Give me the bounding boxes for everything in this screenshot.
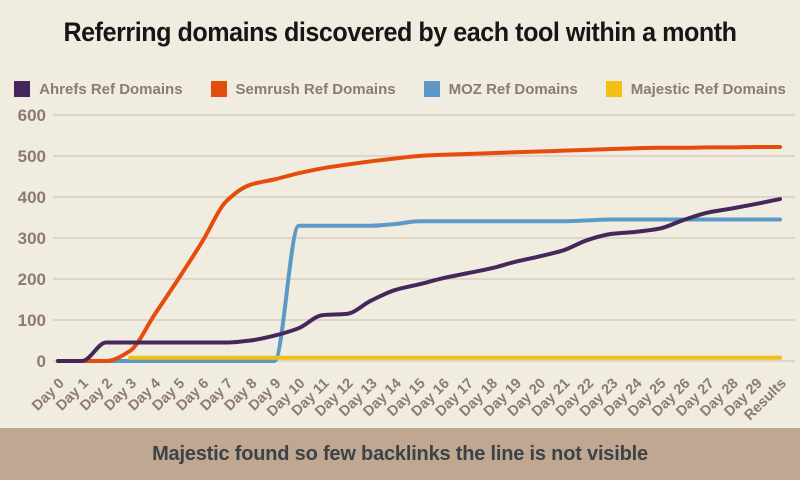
series-line-moz-ref-domains [56,217,782,363]
y-tick-label-400: 400 [18,188,46,207]
legend-item-semrush-ref-domains: Semrush Ref Domains [210,80,396,98]
legend-item-ahrefs-ref-domains: Ahrefs Ref Domains [14,80,183,98]
legend: Ahrefs Ref Domains Semrush Ref Domains MOZ… [0,76,800,102]
series-lines [56,144,782,363]
y-axis-labels: 0 100 200 300 400 500 600 [18,106,46,371]
legend-swatch-moz-ref-domains [423,81,440,97]
series-line-semrush-ref-domains [56,144,782,363]
y-tick-label-600: 600 [18,106,46,125]
y-tick-label-100: 100 [18,311,46,330]
legend-item-majestic-ref-domains: Majestic Ref Domains [605,80,786,98]
y-tick-label-200: 200 [18,270,46,289]
y-tick-label-500: 500 [18,147,46,166]
legend-label-moz-ref-domains: MOZ Ref Domains [448,80,578,98]
banner-text: Majestic found so few backlinks the line… [152,442,648,465]
footer-banner: Majestic found so few backlinks the line… [0,428,800,480]
legend-label-ahrefs-ref-domains: Ahrefs Ref Domains [39,80,183,98]
legend-item-moz-ref-domains: MOZ Ref Domains [423,80,578,98]
legend-swatch-semrush-ref-domains [210,81,227,97]
legend-swatch-ahrefs-ref-domains [14,81,31,97]
legend-swatch-majestic-ref-domains [605,81,622,97]
legend-label-majestic-ref-domains: Majestic Ref Domains [630,80,786,98]
legend-label-semrush-ref-domains: Semrush Ref Domains [235,80,396,98]
series-line-ahrefs-ref-domains [56,197,782,363]
chart-title: Referring domains discovered by each too… [63,16,737,47]
gridlines [53,114,795,362]
y-tick-label-300: 300 [18,229,46,248]
y-tick-label-0: 0 [37,352,46,371]
